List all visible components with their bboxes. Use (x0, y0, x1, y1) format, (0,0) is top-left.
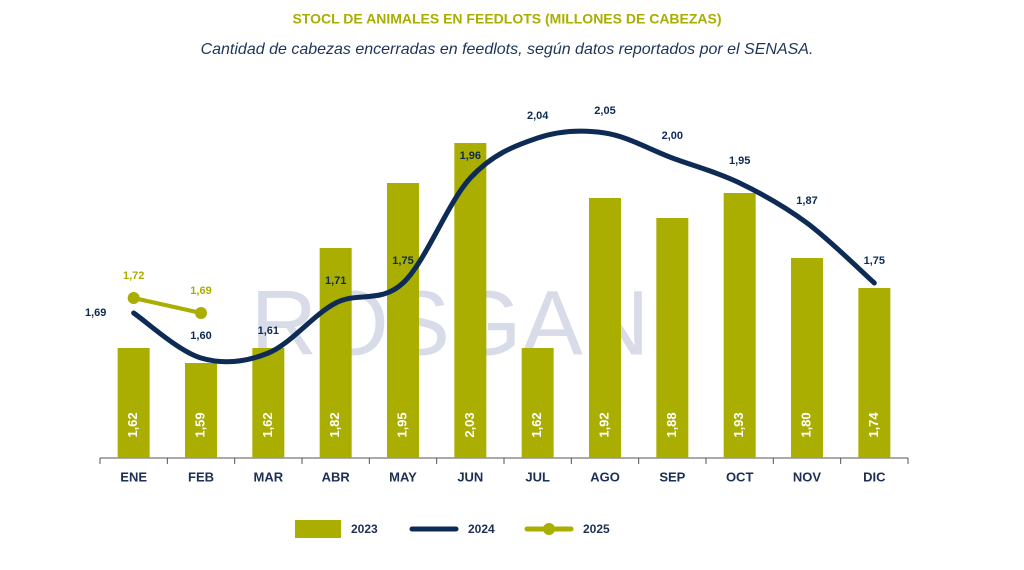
x-tick-label: SEP (659, 469, 685, 484)
bar (723, 193, 756, 458)
line-value-label: 1,69 (85, 307, 106, 319)
x-tick-label: OCT (726, 469, 754, 484)
bar-value-label: 1,62 (125, 412, 140, 437)
line-value-label: 2,04 (527, 110, 549, 122)
marker (127, 292, 140, 304)
bar (521, 348, 554, 458)
bar-value-label: 1,74 (866, 412, 881, 438)
legend-label: 2023 (351, 522, 378, 536)
line-value-label: 1,60 (190, 330, 211, 342)
x-tick-label: AGO (590, 469, 620, 484)
bar (589, 198, 621, 458)
bar (858, 288, 891, 458)
bar (387, 183, 419, 458)
legend-label: 2024 (468, 522, 495, 536)
x-tick-label: FEB (188, 469, 214, 484)
line-value-label: 1,87 (796, 195, 817, 207)
line (131, 128, 877, 365)
bar-value-label: 1,93 (731, 412, 746, 437)
line-value-label: 1,69 (190, 285, 211, 297)
bar-value-label: 1,62 (529, 412, 544, 437)
legend-label: 2025 (583, 522, 610, 536)
line-value-label: 1,96 (460, 150, 481, 162)
bar (319, 248, 352, 458)
bar-value-label: 1,59 (192, 412, 207, 437)
bar (791, 258, 823, 458)
line-value-label: 1,75 (392, 255, 413, 267)
legend-marker (543, 523, 555, 535)
x-tick-label: NOV (793, 469, 822, 484)
x-tick-label: JUL (525, 469, 550, 484)
bar-value-label: 1,95 (394, 412, 409, 437)
watermark: ROSGAN (251, 272, 650, 374)
legend-swatch (295, 520, 341, 538)
bar-value-label: 1,82 (327, 412, 342, 437)
bar (117, 348, 150, 458)
marker (195, 307, 207, 319)
bar (252, 348, 285, 458)
line-value-label: 2,00 (662, 130, 683, 142)
bar (656, 218, 689, 458)
line-value-label: 1,75 (864, 255, 885, 267)
bar (185, 363, 217, 458)
line-value-label: 1,95 (729, 155, 750, 167)
bar-value-label: 1,80 (798, 412, 813, 437)
chart-title: STOCL DE ANIMALES EN FEEDLOTS (MILLONES … (292, 11, 721, 27)
x-tick-label: DIC (863, 469, 886, 484)
x-tick-label: JUN (457, 469, 483, 484)
line-value-label: 1,61 (258, 325, 279, 337)
bar-value-label: 1,92 (596, 412, 611, 437)
x-tick-label: MAR (254, 469, 284, 484)
bar-value-label: 1,88 (664, 412, 679, 437)
bar-value-label: 2,03 (462, 412, 477, 437)
line-value-label: 1,72 (123, 270, 144, 282)
bar-value-label: 1,62 (260, 412, 275, 437)
x-tick-label: MAY (389, 469, 417, 484)
x-tick-label: ENE (120, 469, 147, 484)
x-tick-label: ABR (322, 469, 351, 484)
line-value-label: 2,05 (594, 105, 615, 117)
chart-subtitle: Cantidad de cabezas encerradas en feedlo… (201, 41, 814, 58)
line-value-label: 1,71 (325, 275, 346, 287)
line (131, 296, 203, 315)
